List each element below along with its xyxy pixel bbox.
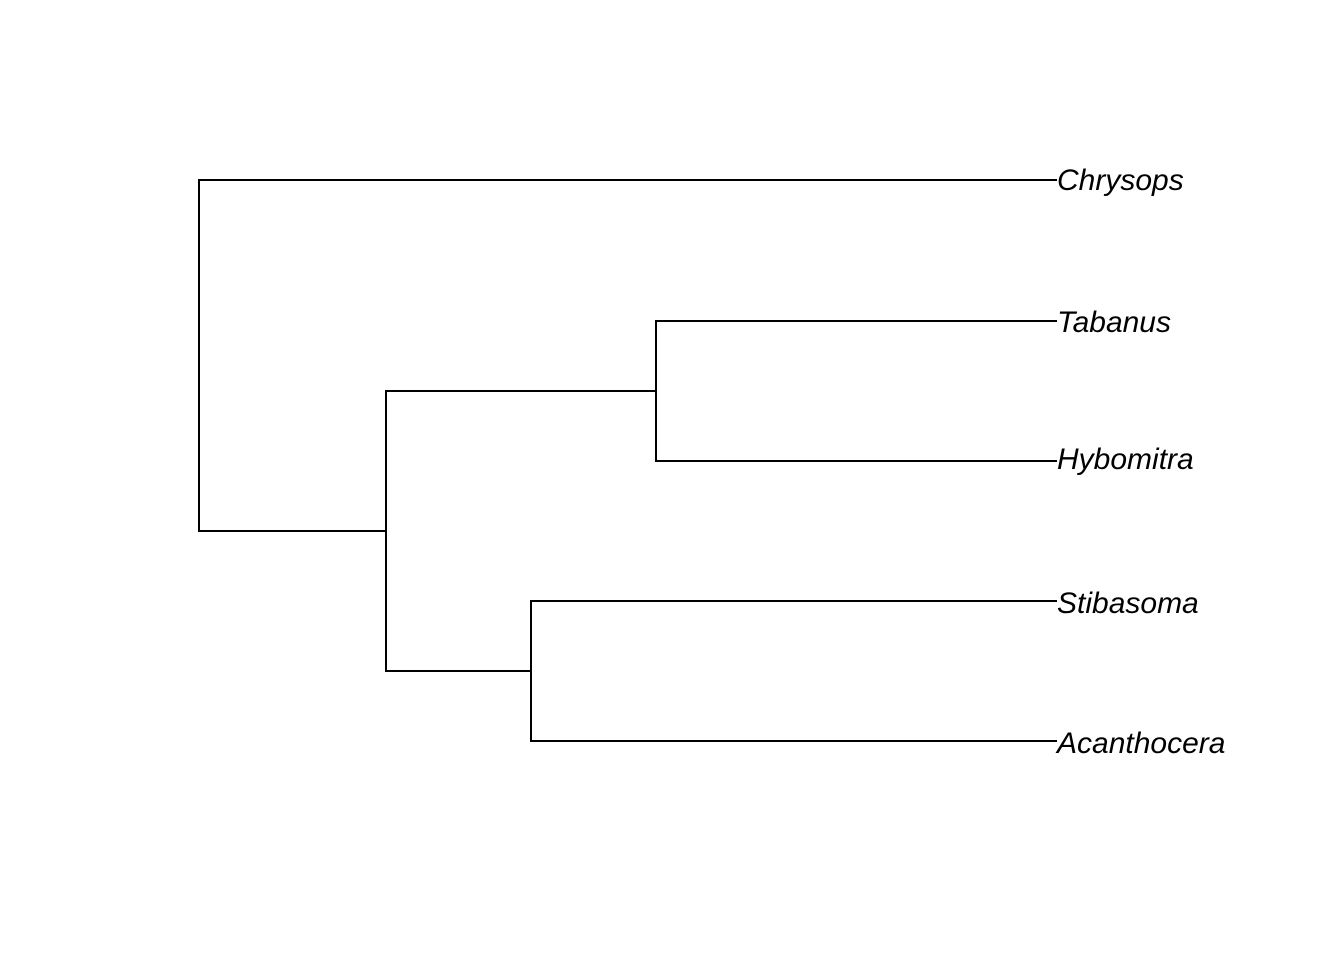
tip-label-acanthocera: Acanthocera — [1055, 727, 1225, 760]
tip-label-hybomitra: Hybomitra — [1057, 443, 1194, 476]
tip-label-stibasoma: Stibasoma — [1057, 587, 1199, 620]
tip-label-tabanus: Tabanus — [1057, 306, 1171, 339]
tip-label-chrysops: Chrysops — [1057, 164, 1184, 197]
